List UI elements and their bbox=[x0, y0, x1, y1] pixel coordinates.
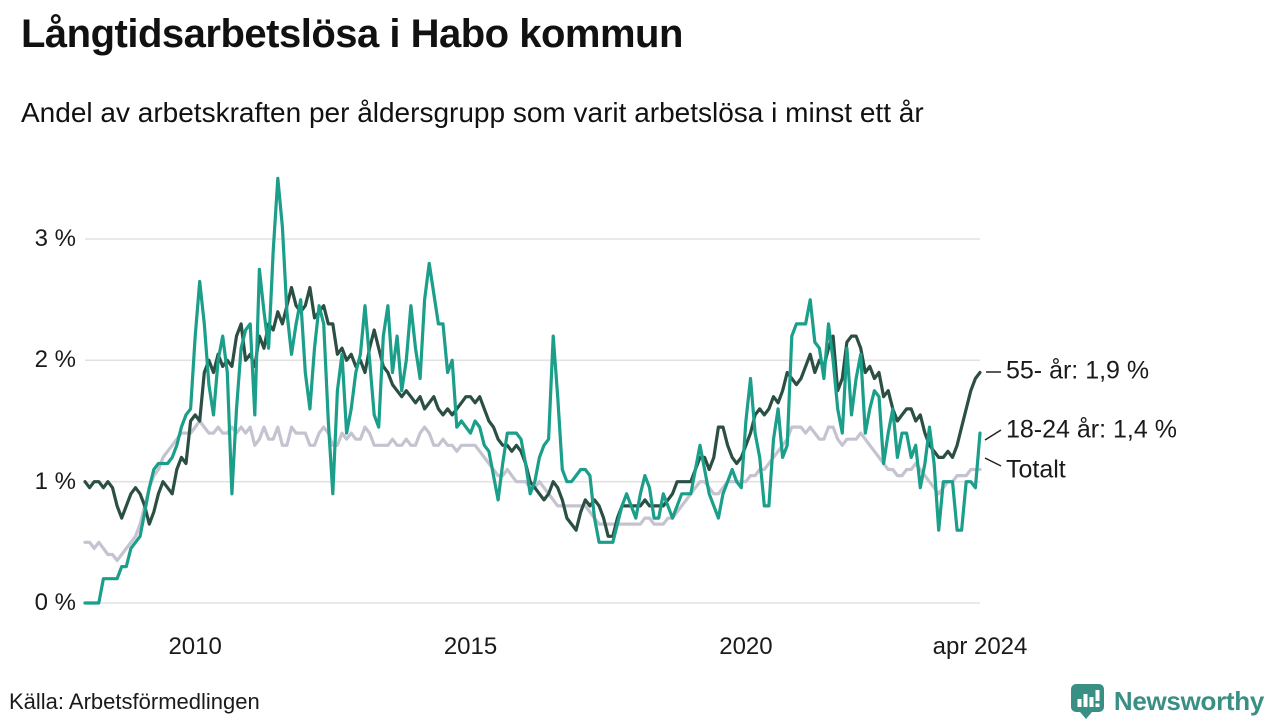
series-line-55--r bbox=[83, 285, 982, 538]
page-title: Långtidsarbetslösa i Habo kommun bbox=[21, 12, 683, 56]
x-tick-label: 2010 bbox=[168, 633, 222, 660]
page-subtitle: Andel av arbetskraften per åldersgrupp s… bbox=[21, 97, 924, 128]
bar-chart-glyph bbox=[1077, 690, 1100, 707]
leader-line bbox=[984, 457, 1002, 467]
y-tick-label: 0 % bbox=[34, 589, 76, 616]
x-tick-label: 2015 bbox=[443, 633, 498, 660]
source-note: Källa: Arbetsförmedlingen bbox=[9, 689, 260, 714]
series-end-label-Totalt: Totalt bbox=[1006, 455, 1066, 484]
series-line-18-24-r bbox=[83, 176, 982, 605]
x-tick-label: apr 2024 bbox=[932, 633, 1028, 660]
y-tick-label: 1 % bbox=[34, 467, 76, 495]
y-tick-label: 2 % bbox=[34, 346, 76, 374]
brand-logo: Newsworthy bbox=[1069, 682, 1264, 720]
series-end-label-55--r: 55- år: 1,9 % bbox=[1006, 356, 1150, 385]
y-tick-label: 3 % bbox=[34, 225, 76, 252]
newsworthy-pin-icon bbox=[1070, 684, 1104, 719]
series-end-label-18-24-r: 18-24 år: 1,4 % bbox=[1006, 415, 1177, 444]
leader-line bbox=[984, 429, 1002, 441]
brand-name: Newsworthy bbox=[1113, 685, 1264, 716]
x-tick-label: 2020 bbox=[719, 633, 773, 660]
